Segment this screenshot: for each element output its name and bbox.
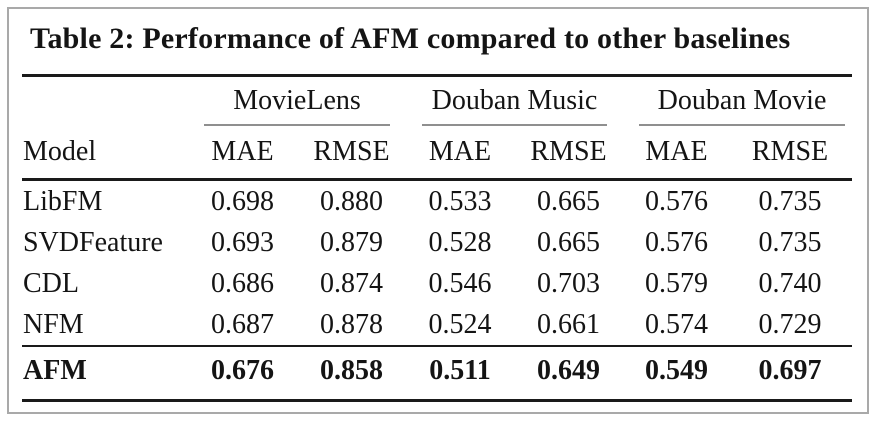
table-row-afm: AFM 0.676 0.858 0.511 0.649 0.549 0.697 <box>22 345 853 402</box>
table-frame: Table 2: Performance of AFM compared to … <box>7 7 869 414</box>
model-name: SVDFeature <box>23 227 163 258</box>
group-header-row: MovieLens Douban Music Douban Movie <box>22 74 853 126</box>
group-header-douban-music: Douban Music <box>408 74 625 126</box>
cell-value: 0.858 <box>295 345 408 402</box>
group-label-movielens: MovieLens <box>204 83 390 126</box>
table-row-cdl: CDL 0.686 0.874 0.546 0.703 0.579 0.740 <box>22 263 852 304</box>
model-name: CDL <box>23 268 79 299</box>
model-name: NFM <box>23 309 84 340</box>
model-name: LibFM <box>23 186 103 217</box>
cell-value: 0.879 <box>320 227 383 258</box>
header-movielens-rmse: RMSE <box>295 126 408 181</box>
cell-value: 0.880 <box>320 186 383 217</box>
header-douban-movie-mae: MAE <box>625 126 728 181</box>
results-table: MovieLens Douban Music Douban Movie Mode… <box>22 74 853 402</box>
header-douban-movie-rmse: RMSE <box>728 126 853 181</box>
table-row-nfm: NFM 0.687 0.878 0.524 0.661 0.574 0.729 <box>22 304 852 346</box>
group-header-douban-movie: Douban Movie <box>625 74 853 126</box>
cell-value: 0.703 <box>537 268 600 299</box>
cell-value: 0.528 <box>428 227 492 258</box>
cell-value: 0.698 <box>211 186 274 217</box>
cell-value: 0.729 <box>758 309 822 340</box>
metric-header-row: Model MAE RMSE MAE RMSE MAE RMSE <box>22 126 853 181</box>
header-douban-music-rmse: RMSE <box>512 126 625 181</box>
cell-value: 0.686 <box>211 268 274 299</box>
cell-value: 0.579 <box>645 268 708 299</box>
cell-value: 0.735 <box>758 186 822 217</box>
cell-value: 0.511 <box>408 345 512 402</box>
group-label-douban-music: Douban Music <box>422 83 607 126</box>
cell-value: 0.687 <box>211 309 274 340</box>
model-column-header: Model <box>22 126 190 181</box>
cell-value: 0.697 <box>728 345 853 402</box>
table-row-svdfeature: SVDFeature 0.693 0.879 0.528 0.665 0.576… <box>22 222 852 263</box>
group-header-movielens: MovieLens <box>190 74 408 126</box>
header-movielens-mae: MAE <box>190 126 295 181</box>
cell-value: 0.693 <box>211 227 274 258</box>
cell-value: 0.665 <box>537 227 600 258</box>
cell-value: 0.576 <box>645 186 708 217</box>
cell-value: 0.549 <box>625 345 728 402</box>
cell-value: 0.665 <box>537 186 600 217</box>
table-row-libfm: LibFM 0.698 0.880 0.533 0.665 0.576 0.73… <box>22 180 852 223</box>
cell-value: 0.878 <box>320 309 383 340</box>
cell-value: 0.576 <box>645 227 708 258</box>
cell-value: 0.524 <box>428 309 492 340</box>
cell-value: 0.740 <box>758 268 822 299</box>
table-caption: Table 2: Performance of AFM compared to … <box>30 22 791 55</box>
cell-value: 0.546 <box>428 268 492 299</box>
cell-value: 0.661 <box>537 309 600 340</box>
cell-value: 0.676 <box>190 345 295 402</box>
cell-value: 0.533 <box>428 186 492 217</box>
cell-value: 0.649 <box>512 345 625 402</box>
cell-value: 0.874 <box>320 268 383 299</box>
group-header-spacer <box>22 74 190 126</box>
cell-value: 0.735 <box>758 227 822 258</box>
group-label-douban-movie: Douban Movie <box>639 83 846 126</box>
header-douban-music-mae: MAE <box>408 126 512 181</box>
cell-value: 0.574 <box>645 309 708 340</box>
model-name: AFM <box>22 345 190 402</box>
